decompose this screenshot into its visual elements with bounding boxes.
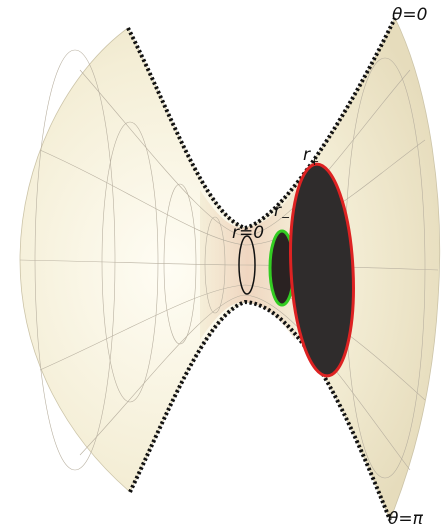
grid (19, 49, 439, 479)
label-r-zero: r=0 (232, 223, 264, 243)
label-sub: + (310, 155, 319, 168)
label-sub: − (281, 211, 290, 224)
label-r-minus: r− (274, 201, 290, 224)
label-r-plus: r+ (303, 145, 319, 168)
grid-meridian (19, 259, 439, 271)
grid-meridian (39, 284, 426, 401)
label-theta-pi: θ=π (388, 509, 424, 529)
label-base: r (274, 201, 282, 221)
grid-circle (34, 49, 116, 471)
grid-meridian (79, 294, 411, 471)
theta-pi-line (128, 299, 392, 521)
r-zero-ring (238, 235, 256, 295)
label-theta-zero: θ=0 (392, 5, 427, 25)
label-base: r (303, 145, 311, 165)
grid-meridian (39, 139, 426, 246)
outer-horizon (289, 162, 355, 378)
theta-zero-line (126, 17, 397, 231)
